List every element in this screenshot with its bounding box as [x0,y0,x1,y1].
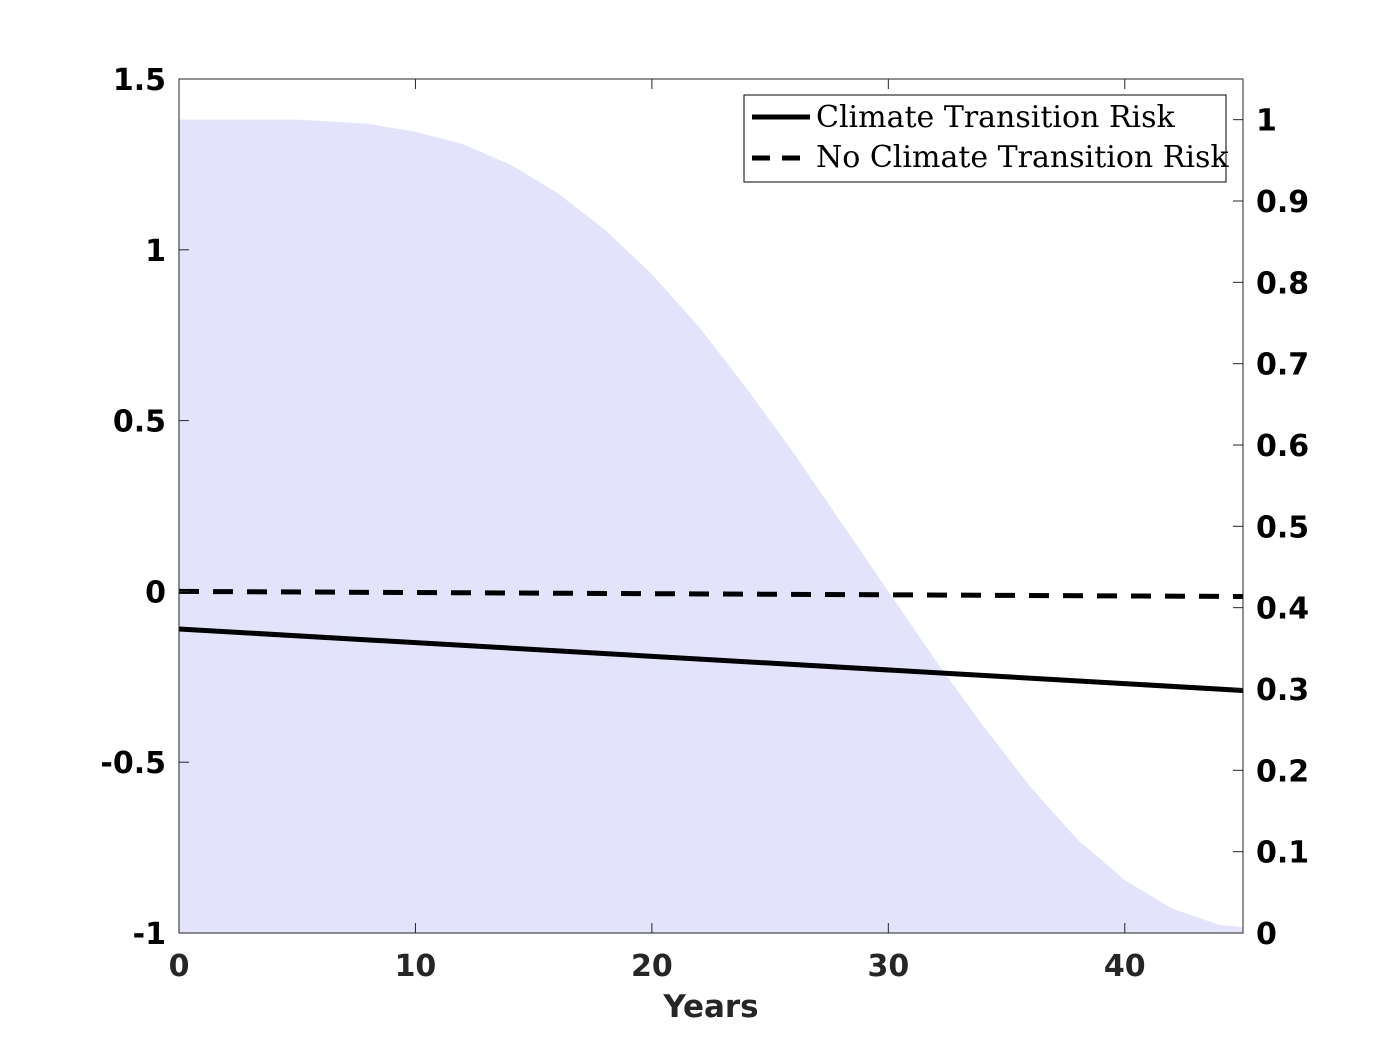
y-left-tick-label: 0 [145,575,166,610]
legend: Climate Transition Risk No Climate Trans… [743,94,1229,183]
y-right-tick-label: 0.2 [1256,754,1309,789]
legend-label-climate-transition-risk: Climate Transition Risk [816,100,1176,135]
y-left-tick-label: 1 [145,234,166,269]
probability-area-layer [179,119,1243,933]
x-tick-label: 10 [395,949,437,984]
probability-area [179,119,1243,933]
series-line-climate-transition-risk [178,626,1244,693]
series-line-no-climate-transition-risk [178,588,1244,600]
y-right-tick-label: 0.5 [1256,510,1309,545]
x-tick-label: 40 [1104,949,1146,984]
y-right-tick-label: 0 [1256,917,1277,952]
x-tick-label: 20 [631,949,673,984]
y-left-tick-label: -0.5 [100,746,166,781]
y-right-tick-label: 0.8 [1256,266,1309,301]
y-right-tick-label: 0.1 [1256,836,1309,871]
series-layer [178,588,1244,693]
x-tick-label: 0 [169,949,190,984]
legend-box [743,94,1227,183]
y-left-tick-label: -1 [133,917,166,952]
y-left-tick-label: 1.5 [113,63,166,98]
legend-label-no-climate-transition-risk: No Climate Transition Risk [816,140,1229,175]
y-right-tick-label: 0.4 [1256,592,1309,627]
x-tick-label: 30 [867,949,909,984]
y-left-tick-label: 0.5 [113,405,166,440]
y-right-tick-label: 0.7 [1256,348,1309,383]
y-right-tick-label: 0.3 [1256,673,1309,708]
y-right-tick-label: 0.6 [1256,429,1309,464]
axes-layer: 0 10 20 30 40 -1 -0.5 0 0.5 1 1.5 0 0.1 0.2 0.3 0.4 0.5 0… [100,63,1309,984]
plot-frame [178,78,1244,934]
y-right-tick-label: 0.9 [1256,185,1309,220]
x-axis-title: Years [662,989,758,1025]
y-right-tick-label: 1 [1256,104,1277,139]
